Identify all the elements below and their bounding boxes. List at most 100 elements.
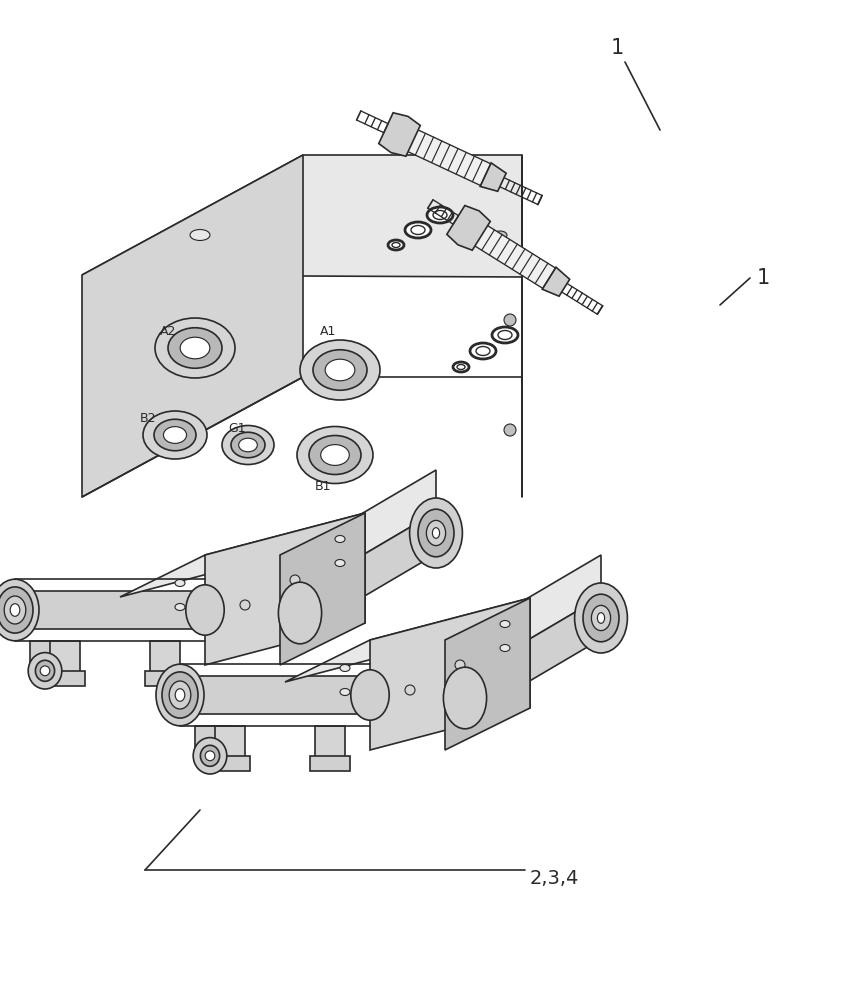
Polygon shape: [445, 598, 530, 750]
Polygon shape: [145, 671, 185, 686]
Ellipse shape: [476, 347, 490, 356]
Ellipse shape: [340, 688, 350, 696]
Polygon shape: [50, 641, 80, 679]
Polygon shape: [205, 513, 365, 665]
Ellipse shape: [176, 689, 185, 701]
Ellipse shape: [411, 226, 425, 234]
Ellipse shape: [168, 328, 222, 368]
Ellipse shape: [335, 536, 345, 542]
Ellipse shape: [239, 438, 257, 452]
Polygon shape: [465, 597, 601, 719]
Ellipse shape: [388, 240, 404, 250]
Ellipse shape: [493, 231, 507, 239]
Ellipse shape: [325, 359, 354, 381]
Polygon shape: [15, 591, 205, 629]
Ellipse shape: [591, 605, 611, 631]
Ellipse shape: [405, 685, 415, 695]
Polygon shape: [475, 226, 556, 288]
Ellipse shape: [583, 594, 619, 642]
Ellipse shape: [427, 207, 453, 223]
Ellipse shape: [0, 587, 33, 633]
Ellipse shape: [574, 583, 627, 653]
Ellipse shape: [498, 330, 512, 340]
Ellipse shape: [10, 604, 20, 616]
Ellipse shape: [410, 498, 463, 568]
Polygon shape: [446, 205, 490, 250]
Ellipse shape: [186, 585, 224, 635]
Text: B1: B1: [315, 480, 331, 493]
Ellipse shape: [175, 580, 185, 586]
Polygon shape: [542, 267, 570, 296]
Ellipse shape: [193, 738, 227, 774]
Ellipse shape: [156, 664, 204, 726]
Polygon shape: [300, 470, 436, 592]
Text: A2: A2: [160, 325, 176, 338]
Ellipse shape: [290, 575, 300, 585]
Ellipse shape: [180, 337, 210, 359]
Ellipse shape: [457, 364, 465, 369]
Ellipse shape: [504, 424, 516, 436]
Ellipse shape: [309, 436, 361, 475]
Polygon shape: [195, 726, 225, 756]
Polygon shape: [285, 598, 530, 682]
Ellipse shape: [426, 520, 446, 546]
Ellipse shape: [455, 660, 465, 670]
Polygon shape: [370, 598, 530, 750]
Ellipse shape: [443, 667, 486, 729]
Ellipse shape: [453, 362, 469, 372]
Ellipse shape: [40, 666, 49, 676]
Polygon shape: [465, 555, 601, 677]
Polygon shape: [310, 756, 350, 771]
Ellipse shape: [320, 445, 349, 465]
Ellipse shape: [0, 579, 39, 641]
Ellipse shape: [36, 660, 55, 681]
Polygon shape: [481, 163, 506, 191]
Ellipse shape: [340, 664, 350, 672]
Ellipse shape: [297, 426, 373, 484]
Text: B2: B2: [140, 412, 157, 425]
Ellipse shape: [504, 314, 516, 326]
Ellipse shape: [4, 596, 26, 624]
Ellipse shape: [433, 528, 440, 538]
Ellipse shape: [143, 411, 207, 459]
Polygon shape: [150, 641, 180, 679]
Ellipse shape: [175, 603, 185, 610]
Ellipse shape: [240, 600, 250, 610]
Ellipse shape: [200, 745, 220, 766]
Text: G1: G1: [228, 422, 245, 435]
Ellipse shape: [492, 327, 518, 343]
Ellipse shape: [279, 582, 321, 644]
Polygon shape: [120, 513, 365, 597]
Ellipse shape: [300, 340, 380, 400]
Ellipse shape: [28, 653, 62, 689]
Ellipse shape: [170, 681, 191, 709]
Polygon shape: [210, 756, 250, 771]
Ellipse shape: [155, 318, 235, 378]
Text: 1: 1: [757, 268, 770, 288]
Ellipse shape: [597, 613, 605, 623]
Ellipse shape: [231, 432, 265, 458]
Ellipse shape: [351, 670, 389, 720]
Ellipse shape: [222, 426, 274, 464]
Ellipse shape: [433, 211, 447, 220]
Ellipse shape: [500, 620, 510, 628]
Polygon shape: [180, 676, 370, 714]
Ellipse shape: [162, 672, 198, 718]
Ellipse shape: [405, 222, 431, 238]
Ellipse shape: [335, 560, 345, 566]
Polygon shape: [82, 155, 303, 497]
Text: A1: A1: [320, 325, 337, 338]
Polygon shape: [215, 726, 245, 764]
Ellipse shape: [154, 419, 196, 451]
Polygon shape: [315, 726, 345, 764]
Ellipse shape: [313, 350, 367, 390]
Polygon shape: [82, 155, 522, 277]
Ellipse shape: [470, 343, 496, 359]
Polygon shape: [280, 513, 365, 665]
Polygon shape: [300, 512, 436, 634]
Text: 2,3,4: 2,3,4: [530, 868, 579, 888]
Ellipse shape: [392, 242, 400, 247]
Text: 1: 1: [610, 38, 624, 58]
Ellipse shape: [205, 751, 215, 761]
Polygon shape: [408, 130, 491, 186]
